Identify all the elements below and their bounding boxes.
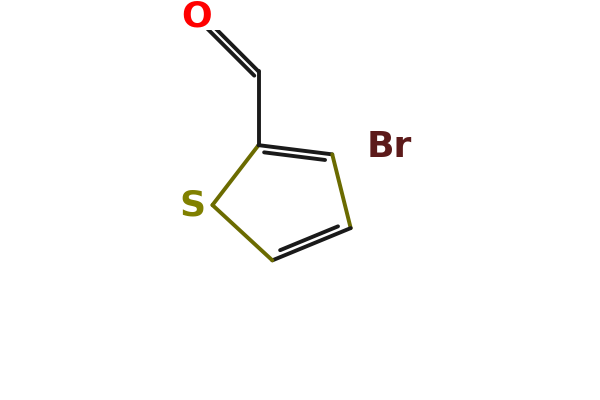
Text: S: S (179, 188, 205, 222)
Text: Br: Br (367, 130, 412, 164)
Text: O: O (181, 0, 212, 33)
